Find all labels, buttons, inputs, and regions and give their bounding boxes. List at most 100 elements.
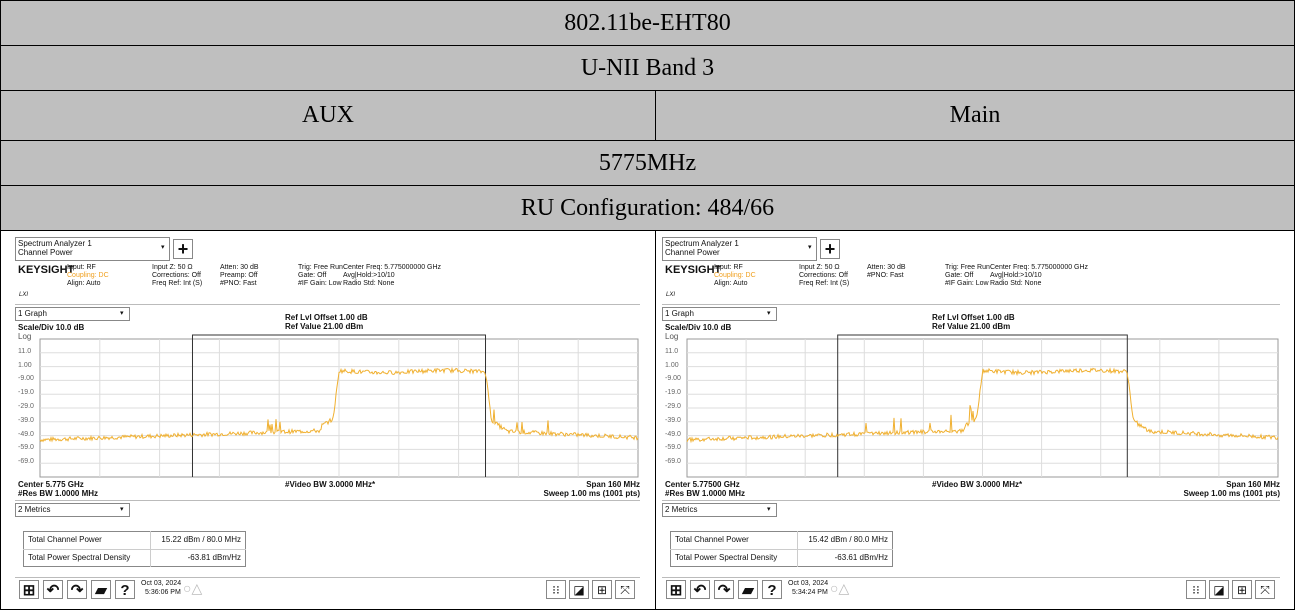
- y-label: -69.0: [665, 458, 681, 466]
- status-text: Input Z: 50 Ω: [152, 264, 193, 271]
- mode-name: Channel Power: [18, 248, 73, 257]
- app-select[interactable]: [15, 237, 170, 261]
- status-text: Align: Auto: [714, 280, 748, 287]
- status-text: Atten: 30 dB: [220, 264, 259, 271]
- tool-button[interactable]: ⁝⁝: [546, 580, 566, 599]
- tool-button[interactable]: ↶: [43, 580, 63, 599]
- ref-value: Ref Value 21.00 dBm: [285, 322, 364, 331]
- status-text: Avg|Hold:>10/10: [343, 272, 395, 279]
- status-text: Radio Std: None: [343, 280, 395, 287]
- status-text: Input: RF: [714, 264, 743, 271]
- tool-button[interactable]: ⊞: [19, 580, 39, 599]
- tool-button[interactable]: ⤧: [1255, 580, 1275, 599]
- title: 802.11be-EHT80: [0, 0, 1295, 46]
- metric-name: Total Channel Power: [28, 535, 102, 544]
- y-label: -9.00: [18, 375, 34, 383]
- tool-button[interactable]: ⊞: [592, 580, 612, 599]
- y-label: -9.00: [665, 375, 681, 383]
- status-text: Preamp: Off: [220, 272, 258, 279]
- metric-value: 15.42 dBm / 80.0 MHz: [808, 535, 888, 544]
- column-header: Main: [655, 90, 1295, 141]
- app-select[interactable]: [662, 237, 817, 261]
- analyzer-screen: Spectrum Analyzer 1 Channel Power ▾ + KEYSIG…: [15, 237, 640, 602]
- metric-name: Total Power Spectral Density: [28, 553, 131, 562]
- plot: [686, 334, 1279, 478]
- ref-value: Ref Value 21.00 dBm: [932, 322, 1011, 331]
- tool-button[interactable]: ▰: [738, 580, 758, 599]
- tool-button[interactable]: ⤧: [615, 580, 635, 599]
- log: Log: [18, 332, 32, 341]
- notice-icons: ○△: [183, 580, 203, 596]
- tool-button[interactable]: ↷: [714, 580, 734, 599]
- center: Center 5.775 GHz: [18, 480, 84, 489]
- trace: [39, 366, 639, 443]
- y-label: -59.0: [18, 444, 34, 452]
- metrics-menu: 2 Metrics: [18, 505, 51, 514]
- brand: KEYSIGHT: [18, 264, 75, 276]
- status-text: Align: Auto: [67, 280, 101, 287]
- notice-icons: ○△: [830, 580, 850, 596]
- tool-button[interactable]: ↶: [690, 580, 710, 599]
- dropdown-arrow: ▾: [767, 506, 771, 513]
- metric-divider: [23, 549, 246, 550]
- y-label: -69.0: [18, 458, 34, 466]
- graph-select[interactable]: [15, 307, 130, 321]
- status-text: Corrections: Off: [152, 272, 201, 279]
- ref-offset: Ref Lvl Offset 1.00 dB: [285, 313, 368, 322]
- channel-marker: [191, 334, 487, 477]
- tool-button[interactable]: ⁝⁝: [1186, 580, 1206, 599]
- metric-divider: [670, 549, 893, 550]
- time: 5:36:06 PM: [145, 589, 181, 596]
- add-button[interactable]: +: [173, 239, 193, 259]
- y-label: -59.0: [665, 444, 681, 452]
- time: 5:34:24 PM: [792, 589, 828, 596]
- ru-config: RU Configuration: 484/66: [0, 185, 1295, 231]
- sweep: Sweep 1.00 ms (1001 pts): [1183, 489, 1281, 498]
- tool-button[interactable]: ◪: [1209, 580, 1229, 599]
- status-text: #IF Gain: Low: [298, 280, 342, 287]
- status-text: Input Z: 50 Ω: [799, 264, 840, 271]
- metrics-select[interactable]: [662, 503, 777, 517]
- status-text: Radio Std: None: [990, 280, 1042, 287]
- metrics-menu: 2 Metrics: [665, 505, 698, 514]
- tool-button[interactable]: ↷: [67, 580, 87, 599]
- tool-button[interactable]: ▰: [91, 580, 111, 599]
- status-bar: [15, 262, 640, 305]
- status-text: Atten: 30 dB: [867, 264, 906, 271]
- log: Log: [665, 332, 679, 341]
- sweep: Sweep 1.00 ms (1001 pts): [543, 489, 641, 498]
- y-label: -19.0: [18, 389, 34, 397]
- status-text: Coupling: DC: [67, 272, 109, 279]
- graph-menu: 1 Graph: [665, 309, 694, 318]
- y-label: 1.00: [665, 361, 679, 369]
- status-text: Avg|Hold:>10/10: [990, 272, 1042, 279]
- tool-button[interactable]: ?: [115, 580, 135, 599]
- graph-menu: 1 Graph: [18, 309, 47, 318]
- res-bw: #Res BW 1.0000 MHz: [18, 489, 99, 498]
- add-button[interactable]: +: [820, 239, 840, 259]
- lxi: LXI: [19, 292, 29, 298]
- y-label: 1.00: [18, 361, 32, 369]
- y-label: -39.0: [665, 416, 681, 424]
- trace: [686, 367, 1279, 444]
- tool-button[interactable]: ⊞: [1232, 580, 1252, 599]
- status-text: Corrections: Off: [799, 272, 848, 279]
- y-label: -49.0: [18, 430, 34, 438]
- dropdown-arrow: ▾: [808, 244, 812, 251]
- column-header: AUX: [0, 90, 656, 141]
- graph-select[interactable]: [662, 307, 777, 321]
- y-label: -39.0: [18, 416, 34, 424]
- tool-button[interactable]: ◪: [569, 580, 589, 599]
- tool-button[interactable]: ?: [762, 580, 782, 599]
- video-bw: #Video BW 3.0000 MHz*: [285, 480, 376, 489]
- app-name: Spectrum Analyzer 1: [18, 239, 92, 248]
- mode-name: Channel Power: [665, 248, 720, 257]
- y-label: -29.0: [18, 403, 34, 410]
- metrics-select[interactable]: [15, 503, 130, 517]
- metric-value: -63.61 dBm/Hz: [834, 553, 888, 562]
- tool-button[interactable]: ⊞: [666, 580, 686, 599]
- status-text: Gate: Off: [298, 272, 327, 279]
- status-text: Input: RF: [67, 264, 96, 271]
- status-bar: [662, 262, 1280, 305]
- metric-name: Total Channel Power: [675, 535, 749, 544]
